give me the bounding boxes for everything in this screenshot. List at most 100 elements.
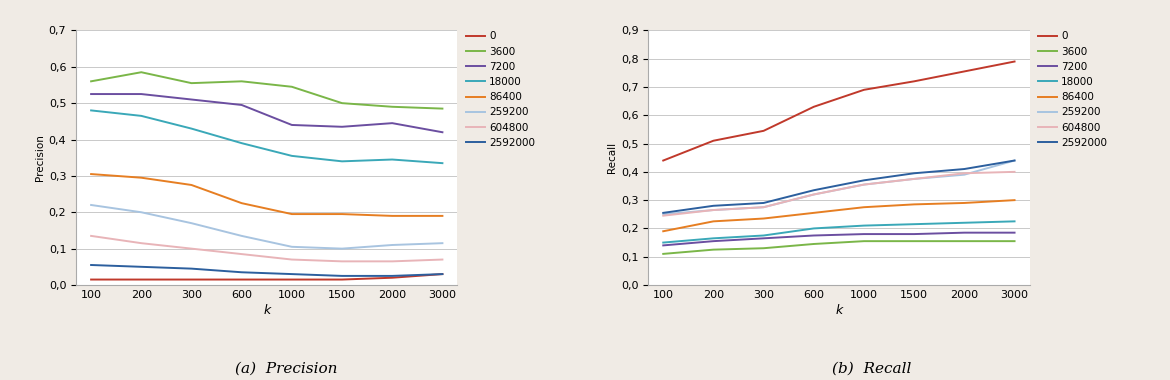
86400 <box>656 229 670 234</box>
604800 <box>807 192 821 197</box>
259200 <box>856 182 870 187</box>
Text: (b)  Recall: (b) Recall <box>832 361 911 375</box>
2592000 <box>385 274 399 278</box>
3600 <box>185 81 199 86</box>
3600 <box>335 101 349 105</box>
Line: 259200: 259200 <box>91 205 442 249</box>
18000 <box>856 223 870 228</box>
604800 <box>757 205 771 209</box>
0 <box>235 277 249 282</box>
3600 <box>84 79 98 84</box>
86400 <box>185 183 199 187</box>
7200 <box>84 92 98 96</box>
Line: 0: 0 <box>663 62 1014 160</box>
Line: 18000: 18000 <box>91 111 442 163</box>
Line: 604800: 604800 <box>91 236 442 261</box>
0 <box>856 87 870 92</box>
259200 <box>435 241 449 245</box>
0 <box>135 277 149 282</box>
2592000 <box>185 266 199 271</box>
2592000 <box>135 264 149 269</box>
18000 <box>135 114 149 118</box>
0 <box>284 277 298 282</box>
259200 <box>335 246 349 251</box>
259200 <box>656 212 670 217</box>
604800 <box>385 259 399 264</box>
18000 <box>335 159 349 164</box>
7200 <box>335 125 349 129</box>
7200 <box>907 232 921 236</box>
0 <box>807 105 821 109</box>
604800 <box>957 171 971 176</box>
7200 <box>807 233 821 238</box>
604800 <box>907 177 921 181</box>
259200 <box>284 245 298 249</box>
0 <box>385 276 399 280</box>
2592000 <box>856 178 870 183</box>
18000 <box>185 126 199 131</box>
259200 <box>135 210 149 215</box>
86400 <box>335 212 349 216</box>
7200 <box>284 123 298 127</box>
259200 <box>385 243 399 247</box>
7200 <box>1007 230 1021 235</box>
604800 <box>335 259 349 264</box>
Line: 3600: 3600 <box>663 241 1014 254</box>
2592000 <box>84 263 98 267</box>
86400 <box>84 172 98 176</box>
259200 <box>757 205 771 209</box>
18000 <box>1007 219 1021 223</box>
7200 <box>957 230 971 235</box>
604800 <box>856 182 870 187</box>
18000 <box>907 222 921 226</box>
7200 <box>235 103 249 107</box>
86400 <box>907 202 921 207</box>
2592000 <box>907 171 921 176</box>
86400 <box>235 201 249 206</box>
604800 <box>1007 169 1021 174</box>
604800 <box>707 208 721 212</box>
Line: 18000: 18000 <box>663 221 1014 242</box>
2592000 <box>284 272 298 276</box>
86400 <box>757 216 771 221</box>
Line: 2592000: 2592000 <box>663 160 1014 213</box>
0 <box>1007 59 1021 64</box>
259200 <box>957 173 971 177</box>
Line: 7200: 7200 <box>663 233 1014 245</box>
3600 <box>757 246 771 250</box>
Line: 3600: 3600 <box>91 72 442 109</box>
2592000 <box>1007 158 1021 163</box>
259200 <box>185 221 199 225</box>
86400 <box>435 214 449 218</box>
18000 <box>385 157 399 162</box>
Legend: 0, 3600, 7200, 18000, 86400, 259200, 604800, 2592000: 0, 3600, 7200, 18000, 86400, 259200, 604… <box>1038 30 1108 149</box>
2592000 <box>957 167 971 171</box>
259200 <box>707 208 721 212</box>
18000 <box>707 236 721 241</box>
86400 <box>385 214 399 218</box>
86400 <box>1007 198 1021 203</box>
Line: 7200: 7200 <box>91 94 442 132</box>
7200 <box>757 236 771 241</box>
86400 <box>707 219 721 223</box>
3600 <box>385 105 399 109</box>
Line: 259200: 259200 <box>663 160 1014 214</box>
604800 <box>135 241 149 245</box>
0 <box>435 272 449 276</box>
18000 <box>435 161 449 165</box>
86400 <box>856 205 870 209</box>
3600 <box>1007 239 1021 244</box>
2592000 <box>435 272 449 276</box>
Line: 2592000: 2592000 <box>91 265 442 276</box>
3600 <box>435 106 449 111</box>
604800 <box>185 246 199 251</box>
86400 <box>284 212 298 216</box>
3600 <box>807 242 821 246</box>
7200 <box>656 243 670 248</box>
3600 <box>856 239 870 244</box>
Line: 86400: 86400 <box>663 200 1014 231</box>
7200 <box>385 121 399 125</box>
3600 <box>707 247 721 252</box>
18000 <box>656 240 670 245</box>
0 <box>907 79 921 84</box>
